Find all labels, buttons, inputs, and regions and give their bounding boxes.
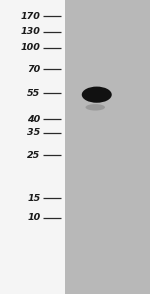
Ellipse shape — [85, 104, 105, 111]
Text: 55: 55 — [27, 89, 40, 98]
Text: 70: 70 — [27, 65, 40, 74]
Text: 35: 35 — [27, 128, 40, 137]
Text: 40: 40 — [27, 115, 40, 123]
Text: 10: 10 — [27, 213, 40, 222]
Text: 15: 15 — [27, 194, 40, 203]
Text: 130: 130 — [21, 27, 40, 36]
Ellipse shape — [82, 86, 112, 103]
Bar — [64, 0, 150, 294]
Bar — [0, 0, 64, 294]
Text: 170: 170 — [21, 12, 40, 21]
Text: 100: 100 — [21, 43, 40, 52]
Text: 25: 25 — [27, 151, 40, 160]
